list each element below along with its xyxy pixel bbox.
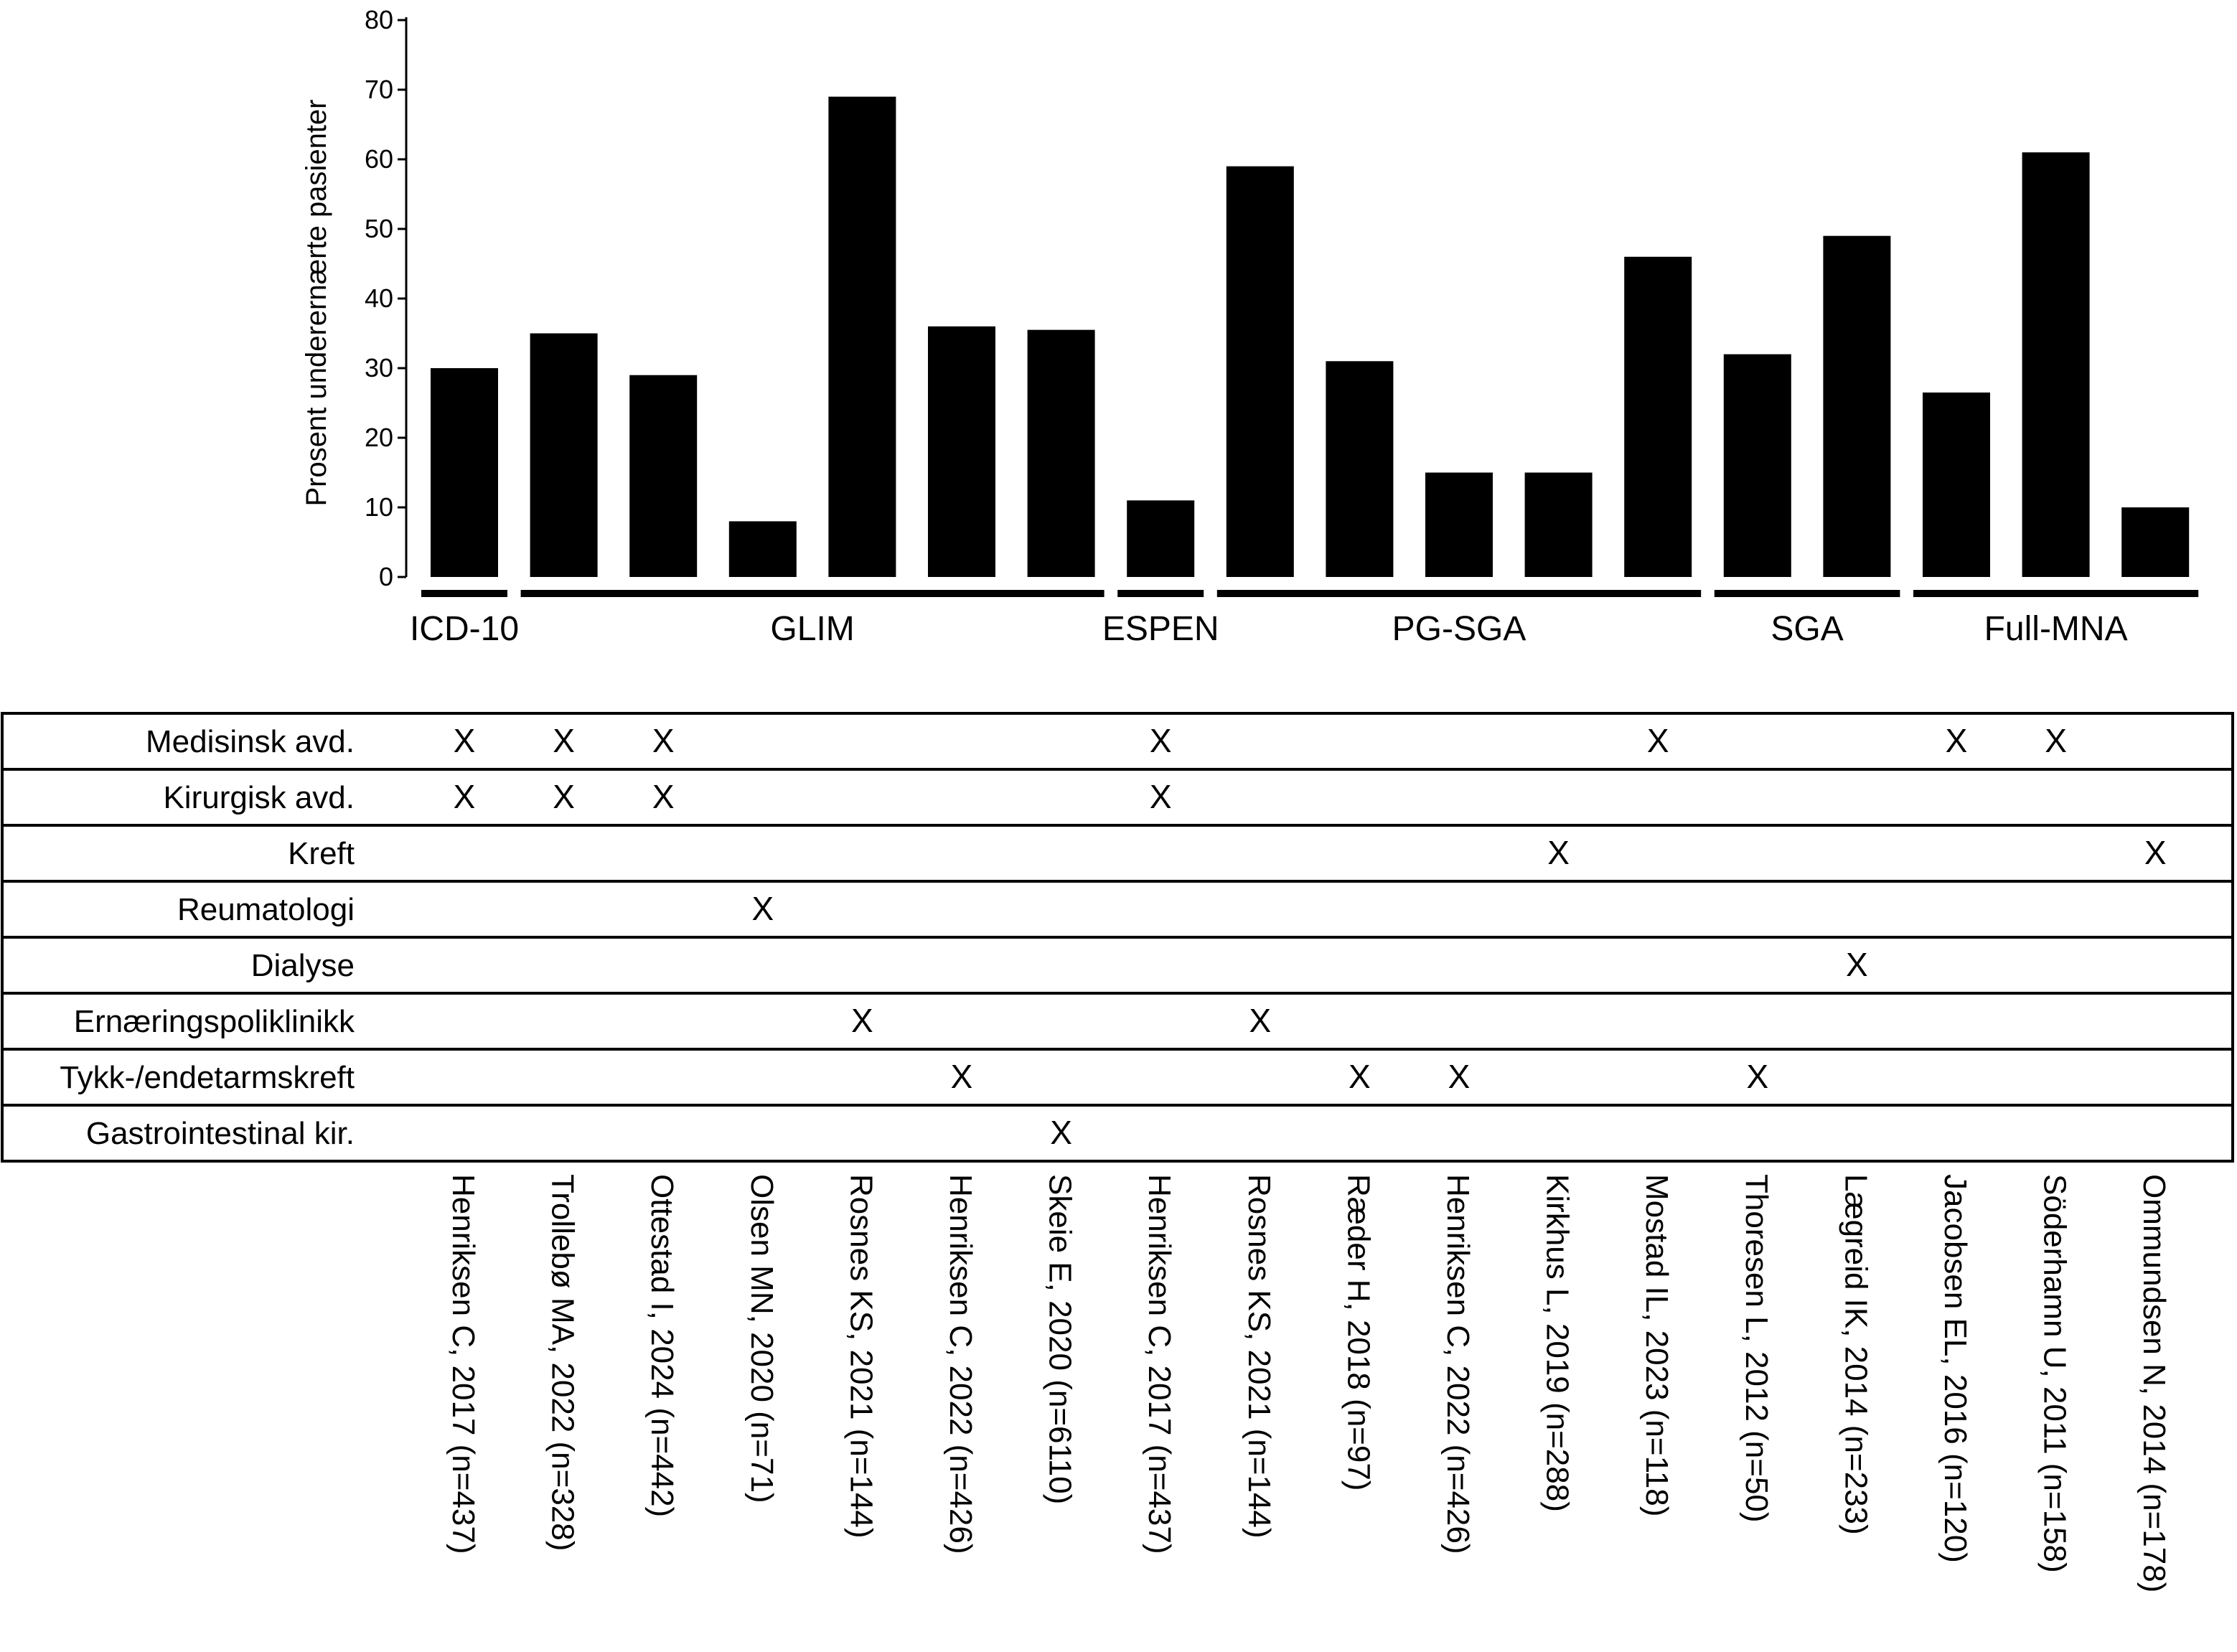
group-bracket (421, 590, 507, 597)
group-bracket (1714, 590, 1900, 597)
y-tick-label: 30 (365, 353, 393, 383)
bar (1524, 472, 1593, 577)
bar (1923, 392, 1990, 577)
y-tick-label: 40 (365, 283, 393, 313)
group-label: Full-MNA (1984, 610, 2128, 648)
y-tick-label: 50 (365, 214, 393, 243)
bar (1326, 361, 1394, 577)
study-label: Skeie E, 2020 (n=6110) (1043, 1174, 1078, 1504)
table-mark: X (2045, 722, 2067, 759)
group-label: ICD-10 (410, 610, 519, 648)
study-label: Henriksen C, 2022 (n=426) (1440, 1174, 1476, 1554)
bars (431, 96, 2190, 578)
study-label: Rosnes KS, 2021 (n=144) (843, 1174, 878, 1539)
bar (2121, 507, 2190, 577)
method-groups: ICD-10 GLIM ESPEN PG-SGA SGA Full-MNA (410, 590, 2199, 648)
y-axis-title: Prosent underernærte pasienter (301, 100, 332, 507)
bar (728, 521, 797, 577)
study-label: Ræder H, 2018 (n=97) (1341, 1174, 1376, 1491)
group-bracket (520, 590, 1105, 597)
table-mark: X (652, 722, 675, 759)
study-label: Olsen MN, 2020 (n=71) (744, 1174, 779, 1503)
bar (1723, 354, 1791, 577)
study-label: Lægreid IK, 2014 (n=233) (1838, 1174, 1873, 1535)
y-axis: 0 10 20 30 40 50 60 70 80 (365, 5, 408, 591)
bar (1823, 235, 1891, 577)
study-label: Kirkhus L, 2019 (n=288) (1540, 1174, 1575, 1512)
study-label: Mostad IL, 2023 (n=118) (1639, 1174, 1674, 1516)
table-mark: X (1647, 722, 1669, 759)
bar (530, 333, 598, 577)
study-label: Henriksen C, 2017 (n=437) (446, 1174, 481, 1554)
bar (629, 375, 698, 577)
group-label: SGA (1771, 610, 1843, 648)
table-mark: X (751, 890, 774, 927)
table-mark: X (1150, 778, 1172, 815)
table-mark: X (1050, 1114, 1072, 1151)
study-label: Ommundsen N, 2014 (n=178) (2137, 1174, 2172, 1592)
table-row-label: Medisinsk avd. (146, 724, 355, 759)
y-tick-label: 0 (379, 562, 393, 591)
bar (928, 326, 995, 577)
table-mark: X (2144, 834, 2167, 871)
study-label: Trollebø MA, 2022 (n=328) (545, 1174, 581, 1551)
table-mark: X (1448, 1058, 1471, 1095)
group-label: ESPEN (1102, 610, 1219, 648)
study-label: Henriksen C, 2017 (n=437) (1142, 1174, 1177, 1554)
table-mark: X (454, 778, 476, 815)
study-label: Rosnes KS, 2021 (n=144) (1242, 1174, 1277, 1539)
bar (1127, 500, 1195, 577)
study-labels: Henriksen C, 2017 (n=437) Trollebø MA, 20… (446, 1174, 2172, 1592)
table-mark: X (1746, 1058, 1768, 1095)
table-row-label: Kirurgisk avd. (163, 780, 355, 815)
table-mark: X (851, 1002, 873, 1039)
table-mark: X (652, 778, 675, 815)
study-label: Thoresen L, 2012 (n=50) (1739, 1174, 1774, 1523)
study-label: Söderhamn U, 2011 (n=158) (2037, 1174, 2073, 1573)
bar (1624, 256, 1692, 577)
table-mark: X (1946, 722, 1968, 759)
table-mark: X (1547, 834, 1570, 871)
bar (828, 96, 896, 577)
table-row-label: Dialyse (251, 948, 355, 983)
table-mark: X (1249, 1002, 1271, 1039)
table-mark: X (951, 1058, 973, 1095)
bar (1027, 329, 1095, 577)
table-row-label: Kreft (288, 836, 355, 871)
bar (431, 368, 498, 577)
y-tick-label: 20 (365, 423, 393, 452)
group-label: PG-SGA (1392, 610, 1526, 648)
table-mark: X (1150, 722, 1172, 759)
table-mark: X (454, 722, 476, 759)
bar (1226, 166, 1294, 577)
bar (1425, 472, 1493, 577)
table-row-label: Ernæringspoliklinikk (74, 1004, 355, 1039)
y-tick-label: 60 (365, 144, 393, 174)
group-bracket (1216, 590, 1702, 597)
bar (2022, 152, 2090, 578)
table-row-label: Gastrointestinal kir. (86, 1116, 355, 1151)
chart-plot-area: Prosent underernærte pasienter 0 10 20 30 40… (301, 5, 2199, 648)
study-label: Jacobsen EL, 2016 (n=120) (1938, 1174, 1973, 1563)
table-row-label: Tykk-/endetarmskreft (60, 1060, 355, 1095)
y-tick-label: 70 (365, 75, 393, 104)
study-label: Henriksen C, 2022 (n=426) (943, 1174, 978, 1554)
group-bracket (1913, 590, 2199, 597)
table-mark: X (553, 778, 575, 815)
table-mark: X (1349, 1058, 1371, 1095)
group-label: GLIM (770, 610, 854, 648)
table-mark: X (553, 722, 575, 759)
y-tick-label: 80 (365, 5, 393, 34)
table-mark: X (1846, 946, 1868, 983)
study-label: Ottestad I, 2024 (n=442) (644, 1174, 680, 1517)
group-bracket (1117, 590, 1204, 597)
y-tick-label: 10 (365, 492, 393, 522)
table-row-label: Reumatologi (177, 892, 355, 927)
